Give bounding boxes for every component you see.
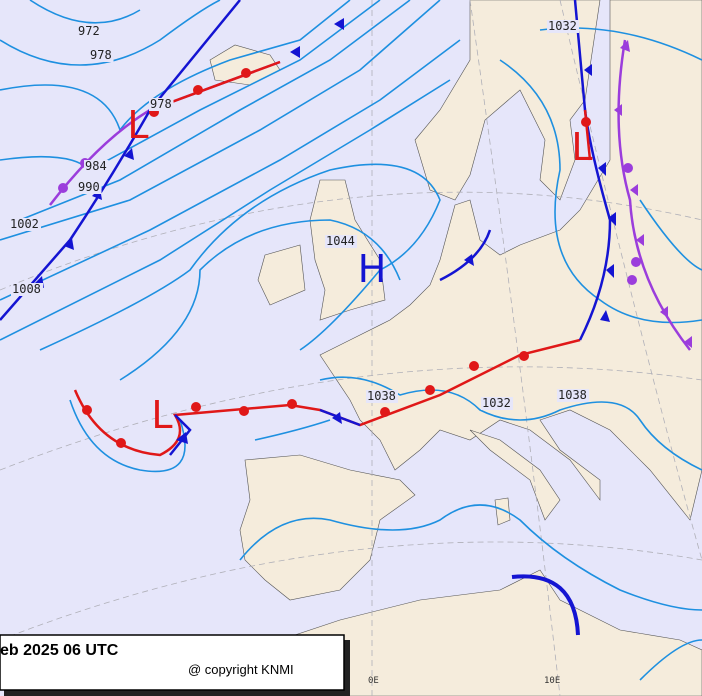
isobar-label: 1038 (367, 389, 396, 403)
label-bg (11, 283, 43, 296)
pressure-center: L (571, 125, 592, 169)
pressure-center: H (358, 247, 387, 291)
label-bg (557, 389, 589, 402)
caption-box: eb 2025 06 UTC @ copyright KNMI (0, 634, 350, 696)
caption: eb 2025 06 UTC (0, 642, 119, 659)
fronts (0, 0, 692, 636)
pressure-center: L (127, 103, 148, 147)
isobar-label: 972 (78, 24, 100, 38)
isobar-label: 978 (90, 48, 112, 62)
label-bg (481, 397, 513, 410)
isobar-label: 1032 (548, 19, 577, 33)
label-bg (149, 98, 174, 111)
label-bg (547, 20, 579, 33)
labels: 972 978 978 984 990 1002 1008 1044 1038 1032 1038 1… (9, 19, 593, 686)
meridian-label: 0E (368, 676, 379, 686)
isobar-label: 978 (150, 97, 172, 111)
label-bg (366, 390, 398, 403)
isobar-label: 1044 (326, 234, 355, 248)
isobar-label: 984 (85, 159, 107, 173)
label-bg (84, 160, 109, 173)
label-bg (325, 235, 357, 248)
label-bg (77, 181, 102, 194)
pressure-center: L (151, 393, 172, 437)
isobar-label: 1002 (10, 217, 39, 231)
isobar-label: 1038 (558, 388, 587, 402)
label-bg (89, 49, 114, 62)
label-bg (77, 25, 102, 38)
isobar-label: 1032 (482, 396, 511, 410)
isobar-label: 990 (78, 180, 100, 194)
meridian-label: 10E (544, 676, 560, 686)
label-bg (9, 218, 41, 231)
isobar-label: 1008 (12, 282, 41, 296)
copyright: @ copyright KNMI (188, 662, 294, 677)
